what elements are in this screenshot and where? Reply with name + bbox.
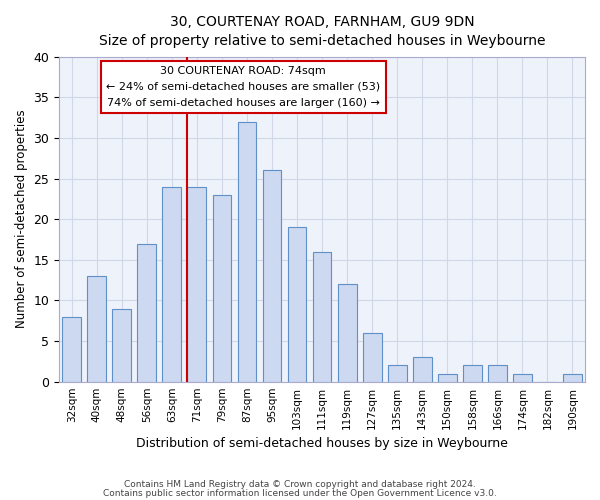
Bar xyxy=(388,366,407,382)
Bar xyxy=(287,228,307,382)
Text: Contains HM Land Registry data © Crown copyright and database right 2024.: Contains HM Land Registry data © Crown c… xyxy=(124,480,476,489)
Bar xyxy=(187,186,206,382)
Bar xyxy=(238,122,256,382)
Text: Contains public sector information licensed under the Open Government Licence v3: Contains public sector information licen… xyxy=(103,488,497,498)
Bar xyxy=(163,186,181,382)
Bar xyxy=(363,333,382,382)
Bar xyxy=(463,366,482,382)
Bar xyxy=(338,284,356,382)
Bar xyxy=(413,358,431,382)
Y-axis label: Number of semi-detached properties: Number of semi-detached properties xyxy=(15,110,28,328)
Bar xyxy=(313,252,331,382)
Bar xyxy=(137,244,156,382)
Bar xyxy=(563,374,582,382)
Bar xyxy=(513,374,532,382)
Title: 30, COURTENAY ROAD, FARNHAM, GU9 9DN
Size of property relative to semi-detached : 30, COURTENAY ROAD, FARNHAM, GU9 9DN Siz… xyxy=(99,15,545,48)
Bar xyxy=(263,170,281,382)
Bar xyxy=(212,195,232,382)
X-axis label: Distribution of semi-detached houses by size in Weybourne: Distribution of semi-detached houses by … xyxy=(136,437,508,450)
Bar xyxy=(88,276,106,382)
Bar xyxy=(112,308,131,382)
Bar xyxy=(438,374,457,382)
Text: 30 COURTENAY ROAD: 74sqm
← 24% of semi-detached houses are smaller (53)
74% of s: 30 COURTENAY ROAD: 74sqm ← 24% of semi-d… xyxy=(106,66,380,108)
Bar xyxy=(488,366,507,382)
Bar xyxy=(62,316,81,382)
